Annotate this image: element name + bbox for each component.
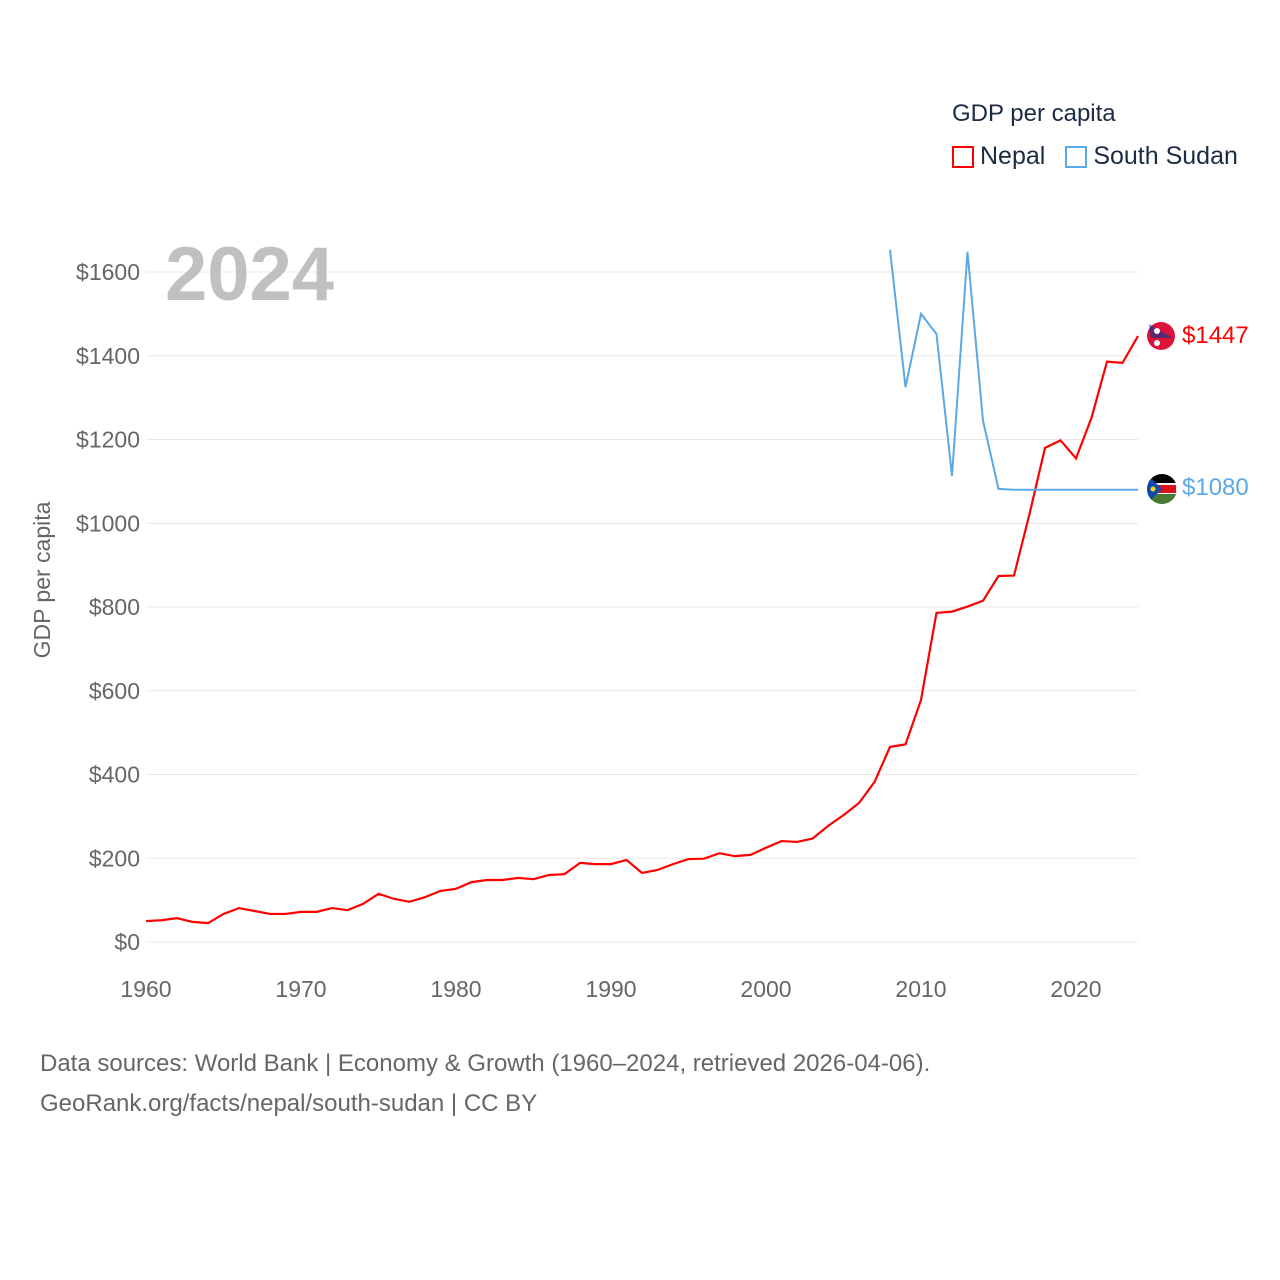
y-tick-label: $1400 bbox=[76, 343, 140, 369]
x-tick-label: 2010 bbox=[895, 976, 946, 1002]
y-tick-label: $200 bbox=[89, 845, 140, 871]
end-label-south-sudan: $1080 bbox=[1182, 474, 1249, 501]
y-tick-label: $1200 bbox=[76, 427, 140, 453]
x-tick-label: 1970 bbox=[275, 976, 326, 1002]
y-tick-label: $1000 bbox=[76, 510, 140, 536]
y-tick-label: $800 bbox=[89, 594, 140, 620]
x-tick-label: 1980 bbox=[430, 976, 481, 1002]
flag-nepal-icon bbox=[1147, 322, 1175, 350]
y-tick-label: $600 bbox=[89, 678, 140, 704]
legend-label-south-sudan: South Sudan bbox=[1093, 142, 1238, 170]
y-axis-label: GDP per capita bbox=[29, 501, 55, 658]
x-tick-label: 1990 bbox=[585, 976, 636, 1002]
legend-item-south-sudan[interactable]: South Sudan bbox=[1065, 142, 1238, 171]
series-line-nepal bbox=[145, 335, 1139, 925]
flag-south-sudan-icon bbox=[1147, 474, 1177, 504]
y-tick-label: $1600 bbox=[76, 259, 140, 285]
legend-swatch-nepal bbox=[952, 145, 974, 168]
end-label-nepal: $1447 bbox=[1182, 322, 1249, 349]
legend: Nepal South Sudan bbox=[952, 142, 1238, 171]
footer-sources: Data sources: World Bank | Economy & Gro… bbox=[40, 1050, 931, 1077]
x-tick-label: 2000 bbox=[740, 976, 791, 1002]
x-tick-label: 1960 bbox=[120, 976, 171, 1002]
legend-label-nepal: Nepal bbox=[980, 142, 1046, 170]
y-tick-label: $0 bbox=[114, 929, 140, 955]
footer-link[interactable]: GeoRank.org/facts/nepal/south-sudan | CC… bbox=[40, 1090, 538, 1117]
legend-swatch-south-sudan bbox=[1065, 145, 1088, 168]
legend-item-nepal[interactable]: Nepal bbox=[952, 142, 1045, 171]
y-tick-label: $400 bbox=[89, 762, 140, 788]
legend-title: GDP per capita bbox=[952, 100, 1116, 127]
series-line-south-sudan bbox=[889, 249, 1138, 491]
year-label: 2024 bbox=[165, 232, 334, 317]
x-tick-label: 2020 bbox=[1050, 976, 1101, 1002]
footer: Data sources: World Bank | Economy & Gro… bbox=[40, 1044, 930, 1124]
